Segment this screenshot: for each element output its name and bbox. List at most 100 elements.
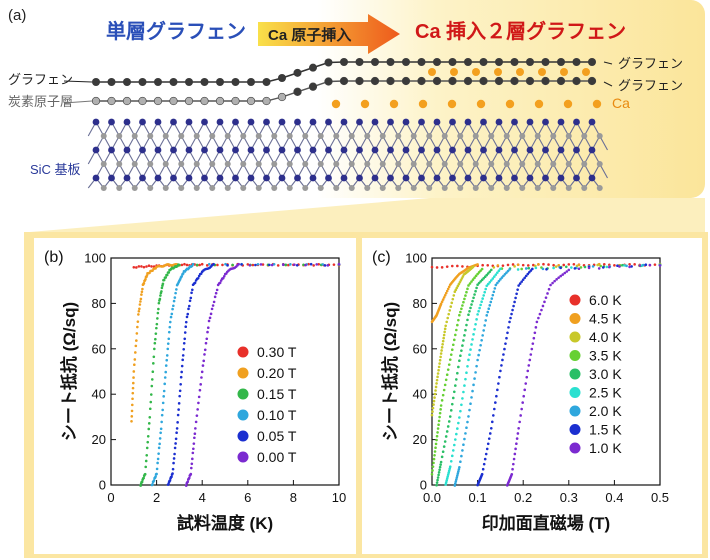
y-axis-label: シート抵抗 (Ω/sq) (59, 302, 79, 441)
data-point (198, 263, 201, 267)
si-atom (170, 174, 177, 182)
c-atom (550, 133, 557, 139)
data-point (474, 322, 477, 326)
c-atom (379, 133, 386, 139)
data-point (443, 293, 447, 297)
data-point (442, 388, 446, 392)
data-point (138, 303, 142, 306)
data-point (519, 414, 522, 417)
data-point (518, 420, 521, 424)
si-atom (340, 146, 348, 154)
data-point (534, 326, 538, 329)
data-point (587, 266, 591, 270)
data-point (180, 364, 184, 368)
data-point (505, 336, 508, 340)
c-atom (550, 161, 557, 167)
data-point (156, 311, 160, 315)
data-point (531, 342, 535, 345)
data-point (549, 283, 552, 287)
graphene-atom (495, 58, 503, 66)
data-point (475, 286, 478, 290)
data-point (496, 264, 500, 267)
si-atom (526, 146, 534, 154)
data-point (486, 310, 490, 314)
data-point (459, 310, 462, 314)
y-axis-label: シート抵抗 (Ω/sq) (380, 302, 400, 441)
si-atom (387, 174, 394, 182)
data-point (488, 432, 492, 435)
data-point (561, 273, 565, 276)
data-point (309, 262, 313, 266)
data-point (512, 462, 515, 466)
si-atom (495, 174, 503, 182)
data-point (467, 284, 470, 287)
data-point (174, 442, 177, 445)
x-tick-label: 0 (107, 490, 114, 505)
graphene-atom (371, 58, 379, 66)
c-atom (302, 185, 309, 191)
data-point (439, 404, 443, 407)
y-tick-label: 60 (413, 341, 427, 356)
legend-label: 4.5 K (589, 311, 622, 327)
data-point (155, 322, 159, 326)
c-atom (348, 133, 355, 139)
data-point (134, 344, 138, 348)
data-point (510, 472, 514, 476)
data-point (444, 324, 447, 328)
c-atom (565, 185, 572, 191)
data-point (521, 401, 524, 404)
si-atom (371, 118, 379, 126)
data-point (524, 274, 528, 278)
graphene-atom (588, 58, 596, 66)
data-point (431, 465, 435, 468)
si-atom (309, 174, 317, 182)
data-point (502, 274, 505, 278)
data-point (565, 270, 569, 273)
data-point (526, 264, 530, 267)
legend-marker (569, 331, 581, 343)
c-atom (302, 133, 309, 139)
graphene-atom (262, 78, 271, 86)
data-point (158, 437, 162, 440)
data-point (221, 276, 225, 280)
data-point (477, 353, 480, 357)
data-point (433, 454, 436, 457)
data-point (175, 427, 179, 430)
data-point (212, 300, 216, 304)
c-atom (426, 185, 433, 191)
data-point (145, 265, 148, 268)
data-point (442, 333, 446, 337)
data-point (466, 318, 469, 322)
data-point (155, 472, 158, 476)
data-point (447, 471, 451, 474)
data-point (186, 480, 190, 484)
legend-marker (569, 424, 581, 435)
data-point (192, 442, 196, 445)
data-point (526, 369, 530, 373)
data-point (439, 463, 442, 466)
data-point (516, 432, 520, 435)
graphene-atom (154, 78, 162, 86)
data-point (512, 457, 516, 461)
si-atom (356, 146, 363, 154)
data-point (460, 349, 463, 352)
data-point (135, 266, 138, 269)
buffer-atom (215, 96, 225, 106)
data-point (444, 483, 447, 486)
c-atom (333, 161, 340, 167)
c-atom (534, 185, 541, 191)
legend-marker (569, 405, 581, 417)
data-point (440, 346, 444, 349)
data-point (463, 297, 466, 301)
si-atom (247, 118, 255, 126)
data-point (493, 287, 497, 290)
data-point (438, 362, 441, 365)
c-atom (178, 161, 185, 167)
c-atom (286, 185, 293, 191)
data-point (196, 276, 200, 280)
series-0.05T (166, 262, 341, 486)
c-atom (581, 133, 588, 139)
data-point (438, 415, 441, 419)
data-point (190, 466, 193, 470)
